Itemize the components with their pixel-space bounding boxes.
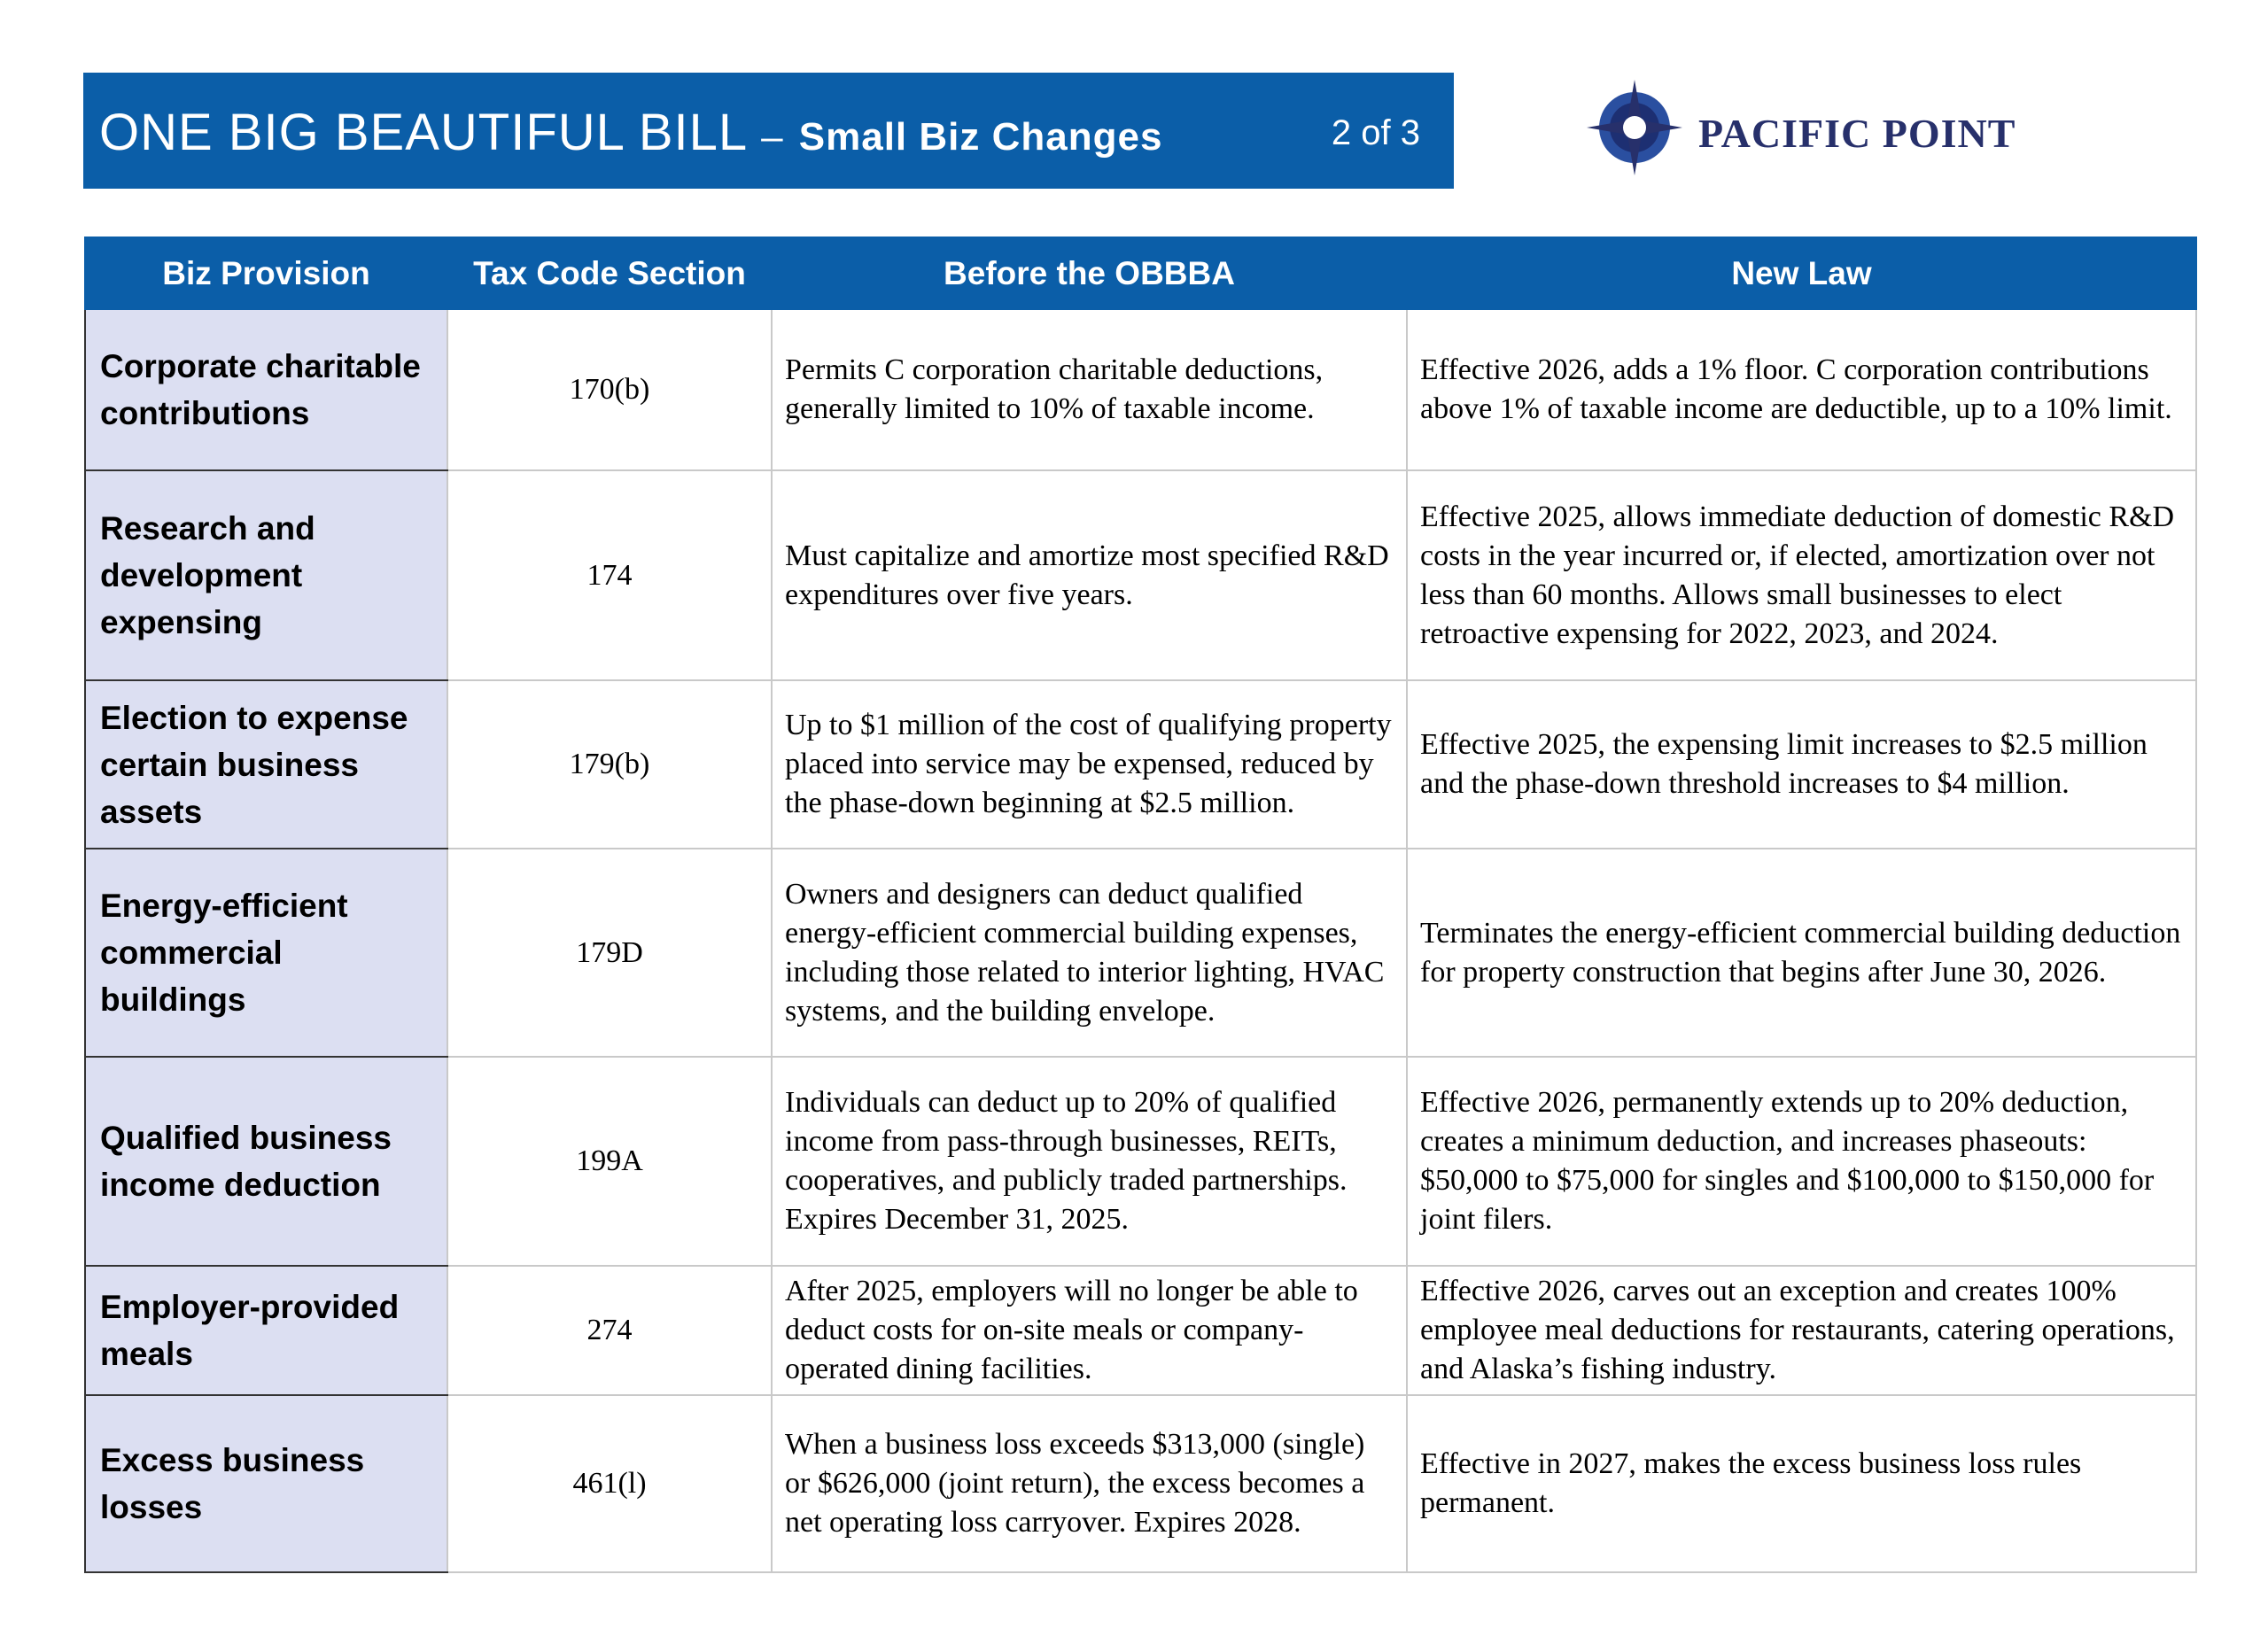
header-bar: ONE BIG BEAUTIFUL BILL – Small Biz Chang… [83, 73, 1454, 189]
title: ONE BIG BEAUTIFUL BILL [99, 104, 747, 161]
dash: – [761, 115, 784, 159]
column-header: Tax Code Section [447, 237, 773, 310]
table-cell: Effective 2025, allows immediate deducti… [1406, 469, 2197, 681]
table-cell: Research and development expensing [84, 469, 448, 681]
table-row: Excess business losses 461(l) When a busin… [84, 1394, 2197, 1573]
header-row: Biz Provision Tax Code Section Before the … [84, 237, 2197, 310]
table-cell: Employer-provided meals [84, 1265, 448, 1396]
table-cell: Effective 2026, permanently extends up t… [1406, 1056, 2197, 1267]
table-cell: 179D [447, 848, 773, 1058]
logo-text: PACIFIC POINT [1698, 111, 2016, 156]
table-body: Corporate charitable contributions 170(b)… [84, 308, 2197, 1573]
table-cell: Must capitalize and amortize most specif… [771, 469, 1408, 681]
subtitle: Small Biz Changes [798, 115, 1163, 159]
table-cell: 274 [447, 1265, 773, 1396]
table-cell: Effective 2026, adds a 1% floor. C corpo… [1406, 308, 2197, 471]
table-cell: 179(b) [447, 679, 773, 849]
table-cell: Individuals can deduct up to 20% of qual… [771, 1056, 1408, 1267]
table-row: Energy-efficient commercial buildings 179… [84, 848, 2197, 1058]
logo: PACIFIC POINT [1585, 78, 2015, 177]
table-cell: After 2025, employers will no longer be … [771, 1265, 1408, 1396]
table-cell: 174 [447, 469, 773, 681]
table-cell: Energy-efficient commercial buildings [84, 848, 448, 1058]
table-cell: Effective 2025, the expensing limit incr… [1406, 679, 2197, 849]
table-cell: Election to expense certain business ass… [84, 679, 448, 849]
table-row: Employer-provided meals 274 After 2025, em… [84, 1265, 2197, 1396]
logo-icon [1587, 80, 1682, 175]
table-row: Research and development expensing 174 Mus… [84, 469, 2197, 681]
column-header: New Law [1406, 237, 2197, 310]
table-cell: Effective in 2027, makes the excess busi… [1406, 1394, 2197, 1573]
table-cell: Qualified business income deduction [84, 1056, 448, 1267]
table-cell: 461(l) [447, 1394, 773, 1573]
table-cell: When a business loss exceeds $313,000 (s… [771, 1394, 1408, 1573]
table-cell: 170(b) [447, 308, 773, 471]
table-cell: Effective 2026, carves out an exception … [1406, 1265, 2197, 1396]
table-cell: Up to $1 million of the cost of qualifyi… [771, 679, 1408, 849]
table-row: Election to expense certain business ass… [84, 679, 2197, 849]
column-header: Biz Provision [84, 237, 448, 310]
table-cell: Corporate charitable contributions [84, 308, 448, 471]
table-cell: Terminates the energy-efficient commerci… [1406, 848, 2197, 1058]
table-cell: Owners and designers can deduct qualifie… [771, 848, 1408, 1058]
provisions-table: Biz Provision Tax Code Section Before the … [84, 237, 2197, 1573]
table-cell: Excess business losses [84, 1394, 448, 1573]
table-cell: 199A [447, 1056, 773, 1267]
table-row: Qualified business income deduction 199A I… [84, 1056, 2197, 1267]
title-line: ONE BIG BEAUTIFUL BILL – Small Biz Chang… [99, 103, 1162, 162]
column-header: Before the OBBBA [771, 237, 1408, 310]
page-number: 2 of 3 [1331, 113, 1420, 152]
table-row: Corporate charitable contributions 170(b)… [84, 308, 2197, 471]
table-cell: Permits C corporation charitable deducti… [771, 308, 1408, 471]
